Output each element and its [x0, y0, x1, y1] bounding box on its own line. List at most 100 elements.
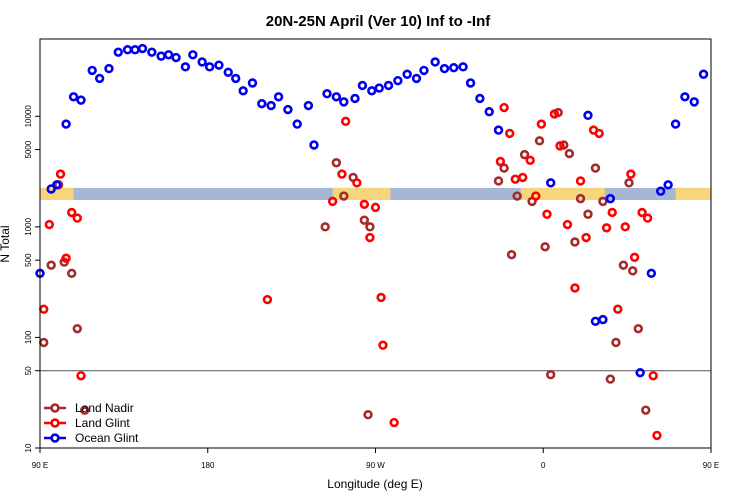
series-land-glint: [39, 102, 662, 441]
x-tick-label: 0: [541, 461, 546, 470]
point-land-glint: [626, 169, 636, 179]
point-ocean-glint: [331, 92, 342, 102]
point-ocean-glint: [292, 119, 302, 129]
point-land-nadir: [546, 370, 556, 380]
point-ocean-glint: [238, 86, 248, 96]
point-land-nadir: [359, 215, 370, 225]
point-ocean-glint: [68, 92, 79, 102]
point-ocean-glint: [247, 78, 258, 88]
point-land-glint: [55, 169, 66, 179]
point-land-nadir: [564, 148, 575, 159]
point-land-glint: [542, 209, 552, 219]
point-ocean-glint: [104, 63, 114, 74]
point-ocean-glint: [231, 73, 241, 84]
y-axis: 10 50 100 500 1000 5000 10000: [24, 105, 40, 452]
point-ocean-glint: [94, 73, 105, 84]
point-land-glint: [620, 222, 630, 232]
point-ocean-glint: [598, 314, 608, 325]
point-ocean-glint: [357, 80, 368, 91]
point-ocean-glint: [46, 184, 56, 194]
point-land-glint: [66, 207, 77, 218]
point-ocean-glint: [670, 119, 681, 129]
point-ocean-glint: [430, 57, 440, 67]
point-land-nadir: [598, 196, 608, 207]
legend-marker-land-nadir: [50, 403, 60, 413]
point-ocean-glint: [87, 65, 97, 76]
y-tick-label: 1000: [24, 217, 33, 235]
point-ocean-glint: [52, 180, 62, 190]
point-ocean-glint: [156, 51, 166, 61]
point-land-nadir: [540, 242, 550, 252]
point-land-nadir: [493, 176, 504, 186]
point-land-nadir: [624, 178, 634, 188]
y-tick-label: 5000: [24, 140, 33, 158]
point-ocean-glint: [439, 63, 450, 74]
point-land-glint: [607, 207, 617, 218]
point-ocean-glint: [350, 93, 360, 104]
point-land-glint: [637, 207, 647, 218]
legend-marker-ocean-glint: [50, 433, 60, 443]
point-ocean-glint: [698, 69, 709, 79]
point-land-nadir: [590, 163, 601, 173]
point-land-nadir: [39, 337, 49, 348]
y-tick-label: 500: [24, 253, 33, 267]
point-land-nadir: [365, 222, 375, 232]
point-land-glint: [549, 109, 560, 119]
point-land-glint: [575, 176, 586, 186]
point-ocean-glint: [458, 62, 468, 72]
point-land-nadir: [641, 405, 651, 415]
y-tick-label: 100: [24, 330, 33, 344]
point-land-glint: [601, 223, 612, 233]
point-land-nadir: [575, 193, 586, 204]
point-ocean-glint: [61, 119, 71, 129]
point-land-glint: [262, 294, 273, 305]
land-band-segment: [40, 187, 74, 200]
point-land-nadir: [519, 149, 530, 160]
point-ocean-glint: [223, 67, 233, 77]
point-land-glint: [39, 304, 49, 314]
legend-marker-land-glint: [50, 418, 60, 428]
point-ocean-glint: [465, 78, 476, 88]
point-land-glint: [648, 371, 658, 381]
point-land-glint: [499, 102, 509, 113]
point-ocean-glint: [383, 80, 394, 91]
point-land-glint: [555, 141, 565, 151]
x-tick-label: 180: [201, 461, 215, 470]
point-ocean-glint: [214, 60, 224, 70]
plot-frame: [39, 38, 712, 449]
point-ocean-glint: [663, 180, 673, 190]
point-ocean-glint: [266, 100, 276, 111]
point-land-nadir: [618, 260, 629, 270]
point-ocean-glint: [484, 107, 494, 117]
point-land-nadir: [320, 222, 330, 232]
point-ocean-glint: [163, 50, 174, 60]
point-ocean-glint: [605, 193, 616, 204]
x-tick-label: 90 W: [366, 461, 385, 470]
y-axis-label: N Total: [0, 225, 12, 262]
point-land-nadir: [331, 158, 342, 168]
point-ocean-glint: [475, 93, 485, 104]
point-ocean-glint: [309, 140, 319, 150]
point-ocean-glint: [76, 95, 86, 105]
point-land-glint: [376, 292, 386, 303]
point-land-glint: [531, 191, 541, 201]
point-ocean-glint: [419, 65, 429, 76]
x-tick-label: 90 E: [703, 461, 719, 470]
point-land-glint: [340, 116, 351, 127]
point-land-glint: [72, 213, 82, 223]
point-ocean-glint: [402, 69, 412, 79]
point-land-glint: [337, 169, 347, 179]
point-ocean-glint: [680, 92, 690, 102]
point-land-nadir: [506, 250, 517, 260]
point-ocean-glint: [303, 100, 314, 111]
point-land-glint: [505, 128, 515, 139]
point-land-glint: [518, 172, 528, 183]
series-ocean-glint: [35, 43, 709, 378]
point-land-glint: [378, 340, 388, 350]
point-land-glint: [76, 371, 86, 381]
point-ocean-glint: [204, 62, 215, 72]
point-land-nadir: [611, 337, 621, 348]
point-ocean-glint: [583, 110, 593, 121]
point-ocean-glint: [374, 83, 384, 93]
point-land-nadir: [570, 237, 580, 247]
